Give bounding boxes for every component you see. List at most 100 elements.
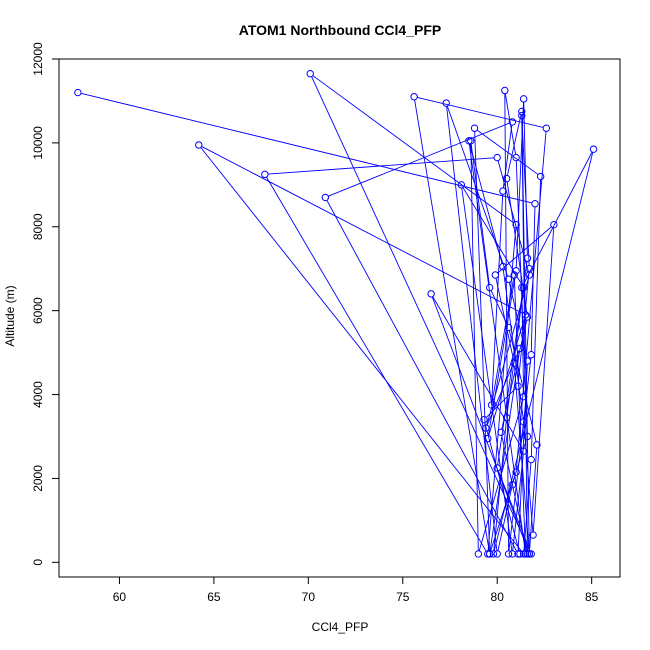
- series-line-segment: [497, 487, 513, 551]
- series-line-segment: [468, 143, 526, 551]
- data-point: [512, 153, 520, 162]
- data-point: [519, 447, 528, 455]
- data-point: [518, 107, 526, 116]
- series-line-segment: [490, 439, 527, 552]
- data-point: [533, 441, 541, 449]
- series-line-segment: [446, 106, 498, 551]
- y-tick-label: 0: [31, 559, 45, 566]
- data-point: [516, 344, 524, 353]
- data-point: [195, 141, 203, 149]
- data-point: [501, 86, 509, 95]
- data-point: [518, 283, 526, 292]
- data-point: [474, 550, 483, 558]
- data-point: [529, 531, 537, 539]
- data-point: [484, 550, 492, 558]
- series-line-segment: [266, 176, 487, 552]
- data-point: [519, 283, 528, 292]
- x-tick-label: 65: [207, 590, 221, 604]
- series-line-segment: [478, 399, 524, 551]
- series-line-segment: [530, 179, 542, 457]
- series-line-segment: [200, 147, 523, 552]
- series-line-segment: [485, 388, 517, 418]
- data-point: [521, 550, 530, 558]
- series-line-segment: [501, 435, 528, 551]
- data-point: [442, 99, 450, 107]
- data-point: [519, 550, 528, 558]
- series-line-segment: [491, 278, 515, 402]
- data-point: [485, 550, 494, 558]
- series-line-segment: [529, 448, 538, 551]
- series-line-segment: [326, 200, 517, 552]
- y-axis: 0 2000 4000 6000 8000 10000 12000: [31, 42, 59, 566]
- series-line-segment: [497, 226, 552, 274]
- data-point: [493, 464, 501, 472]
- data-point: [542, 124, 551, 132]
- chart-title: ATOM1 Northbound CCl4_PFP: [239, 22, 441, 38]
- series-line-segment: [80, 92, 532, 204]
- data-point: [504, 323, 513, 332]
- data-point: [487, 401, 496, 409]
- data-point: [516, 550, 524, 558]
- series-line-segment: [470, 143, 479, 551]
- series-line-segment: [268, 157, 495, 175]
- data-point: [523, 550, 532, 558]
- data-point: [493, 153, 501, 162]
- y-tick-label: 8000: [31, 213, 45, 240]
- data-point: [321, 193, 330, 202]
- series-line-segment: [487, 273, 517, 436]
- data-point: [467, 137, 475, 145]
- series-line-segment: [491, 194, 504, 402]
- series-line-segment: [493, 420, 507, 551]
- series-line-segment: [508, 330, 537, 442]
- series-line-segment: [490, 290, 508, 325]
- series-line-segment: [470, 143, 490, 285]
- series-line-segment: [311, 76, 531, 552]
- x-tick-label: 75: [396, 590, 410, 604]
- data-point: [519, 95, 528, 103]
- data-point: [525, 265, 534, 273]
- data-point: [74, 88, 82, 97]
- data-point: [508, 481, 517, 489]
- x-tick-label: 80: [491, 590, 505, 604]
- series-line-segment: [502, 269, 524, 419]
- series-line-segment: [522, 151, 593, 285]
- series-line-segment: [504, 93, 517, 155]
- data-point: [457, 181, 466, 189]
- data-point: [589, 145, 598, 153]
- data-point: [502, 413, 511, 422]
- data-point: [514, 550, 522, 558]
- data-point: [512, 468, 520, 476]
- data-point: [484, 434, 492, 443]
- data-point: [519, 392, 528, 401]
- series-line-segment: [517, 271, 530, 384]
- x-tick-label: 60: [113, 590, 127, 604]
- data-point: [470, 124, 479, 132]
- series-line-segment: [521, 290, 525, 394]
- y-tick-label: 12000: [31, 42, 45, 76]
- series-line-segment: [521, 118, 530, 266]
- data-point: [531, 200, 539, 208]
- data-point: [499, 187, 507, 195]
- series-line-segment: [462, 187, 523, 286]
- series-points: [74, 69, 598, 558]
- data-point: [427, 290, 435, 298]
- data-point: [482, 424, 490, 432]
- y-tick-label: 4000: [31, 381, 45, 408]
- data-point: [523, 254, 532, 262]
- data-point: [519, 418, 528, 426]
- x-tick-label: 70: [302, 590, 316, 604]
- data-point: [523, 432, 532, 441]
- data-point: [523, 357, 532, 365]
- data-point: [489, 550, 498, 558]
- data-point: [410, 93, 418, 101]
- y-tick-label: 6000: [31, 297, 45, 324]
- series-line-segment: [508, 357, 532, 551]
- data-point: [518, 111, 526, 120]
- series-line-segment: [484, 422, 520, 551]
- series-line-segment: [532, 227, 555, 532]
- data-point: [514, 382, 522, 390]
- data-point: [512, 220, 520, 229]
- series-line-segment: [515, 131, 547, 469]
